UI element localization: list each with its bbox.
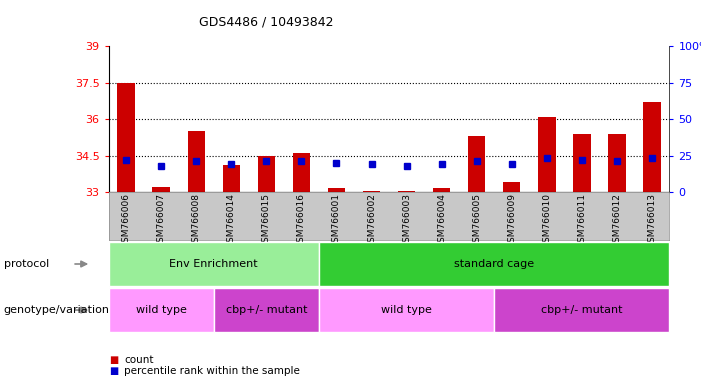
Text: GSM766013: GSM766013 — [648, 194, 656, 248]
Text: cbp+/- mutant: cbp+/- mutant — [226, 305, 307, 315]
Text: Env Enrichment: Env Enrichment — [170, 259, 258, 269]
Text: GSM766008: GSM766008 — [192, 194, 200, 248]
Text: GSM766005: GSM766005 — [472, 194, 481, 248]
Bar — [293, 153, 310, 192]
Bar — [608, 134, 625, 192]
Text: count: count — [124, 355, 154, 365]
Bar — [468, 136, 485, 192]
Text: GDS4486 / 10493842: GDS4486 / 10493842 — [199, 15, 334, 28]
Text: genotype/variation: genotype/variation — [4, 305, 109, 315]
Text: GSM766007: GSM766007 — [157, 194, 165, 248]
Text: GSM766002: GSM766002 — [367, 194, 376, 248]
Text: cbp+/- mutant: cbp+/- mutant — [541, 305, 622, 315]
Text: GSM766016: GSM766016 — [297, 194, 306, 248]
Text: ■: ■ — [109, 355, 118, 365]
Bar — [433, 189, 450, 192]
Text: standard cage: standard cage — [454, 259, 534, 269]
Text: GSM766012: GSM766012 — [613, 194, 621, 248]
Text: protocol: protocol — [4, 259, 49, 269]
Bar — [118, 83, 135, 192]
Bar — [258, 156, 275, 192]
Bar — [538, 117, 555, 192]
Text: GSM766004: GSM766004 — [437, 194, 446, 248]
Bar — [223, 165, 240, 192]
Text: ■: ■ — [109, 366, 118, 376]
Bar — [503, 182, 520, 192]
Bar — [153, 187, 170, 192]
Bar — [327, 189, 345, 192]
Bar — [573, 134, 590, 192]
Text: GSM766014: GSM766014 — [227, 194, 236, 248]
Bar — [187, 131, 205, 192]
Bar — [398, 191, 415, 192]
Text: GSM766006: GSM766006 — [122, 194, 130, 248]
Text: GSM766010: GSM766010 — [543, 194, 551, 248]
Text: percentile rank within the sample: percentile rank within the sample — [124, 366, 300, 376]
Text: GSM766011: GSM766011 — [578, 194, 586, 248]
Text: wild type: wild type — [136, 305, 186, 315]
Text: GSM766009: GSM766009 — [508, 194, 516, 248]
Bar — [363, 191, 380, 192]
Text: GSM766001: GSM766001 — [332, 194, 341, 248]
Text: GSM766015: GSM766015 — [262, 194, 271, 248]
Text: wild type: wild type — [381, 305, 432, 315]
Text: GSM766003: GSM766003 — [402, 194, 411, 248]
Bar — [644, 102, 660, 192]
